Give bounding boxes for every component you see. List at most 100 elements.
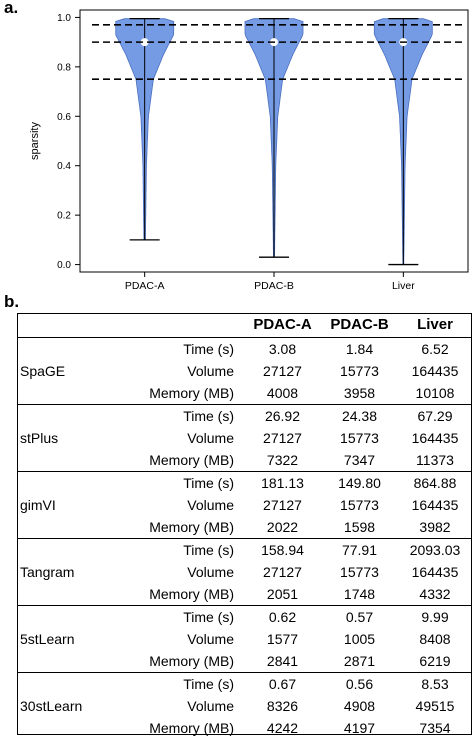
method-name [17, 449, 106, 472]
y-tick-label: 0.8 [57, 62, 71, 73]
value-cell: 181.13 [244, 472, 321, 495]
value-cell: 6.52 [398, 338, 472, 361]
value-cell: 1577 [244, 628, 321, 650]
metric-label: Time (s) [106, 472, 244, 495]
metric-label: Time (s) [106, 673, 244, 696]
method-name: Tangram [17, 561, 106, 583]
metric-label: Volume [106, 494, 244, 516]
metric-label: Time (s) [106, 539, 244, 562]
header-method [17, 313, 106, 338]
header-liver: Liver [398, 313, 472, 338]
metric-label: Time (s) [106, 405, 244, 428]
x-tick-label: Liver [392, 280, 415, 292]
value-cell: 15773 [321, 427, 398, 449]
y-tick-label: 1.0 [57, 13, 71, 24]
value-cell: 2871 [321, 650, 398, 673]
value-cell: 4908 [321, 695, 398, 717]
header-pdac-b: PDAC-B [321, 313, 398, 338]
value-cell: 1748 [321, 583, 398, 606]
metric-label: Volume [106, 561, 244, 583]
value-cell: 15773 [321, 561, 398, 583]
value-cell: 149.80 [321, 472, 398, 495]
value-cell: 164435 [398, 561, 472, 583]
header-metric [106, 313, 244, 338]
metric-label: Volume [106, 695, 244, 717]
value-cell: 10108 [398, 382, 472, 405]
value-cell: 164435 [398, 360, 472, 382]
value-cell: 27127 [244, 360, 321, 382]
metric-label: Memory (MB) [106, 516, 244, 539]
y-axis-label: sparsity [29, 122, 41, 160]
value-cell: 77.91 [321, 539, 398, 562]
value-cell: 7347 [321, 449, 398, 472]
value-cell: 2841 [244, 650, 321, 673]
value-cell: 158.94 [244, 539, 321, 562]
metric-label: Time (s) [106, 606, 244, 629]
method-name: SpaGE [17, 360, 106, 382]
value-cell: 3982 [398, 516, 472, 539]
value-cell: 67.29 [398, 405, 472, 428]
method-name [17, 606, 106, 629]
header-pdac-a: PDAC-A [244, 313, 321, 338]
panel-b-label: b. [4, 292, 19, 312]
metric-label: Volume [106, 628, 244, 650]
value-cell: 0.62 [244, 606, 321, 629]
value-cell: 26.92 [244, 405, 321, 428]
value-cell: 15773 [321, 494, 398, 516]
value-cell: 4008 [244, 382, 321, 405]
value-cell: 0.56 [321, 673, 398, 696]
metric-label: Memory (MB) [106, 650, 244, 673]
value-cell: 2051 [244, 583, 321, 606]
metric-label: Time (s) [106, 338, 244, 361]
method-name [17, 539, 106, 562]
value-cell: 24.38 [321, 405, 398, 428]
value-cell: 8.53 [398, 673, 472, 696]
method-name [17, 472, 106, 495]
value-cell: 0.57 [321, 606, 398, 629]
method-name [17, 516, 106, 539]
value-cell: 27127 [244, 561, 321, 583]
y-tick-label: 0.0 [57, 260, 71, 271]
value-cell: 3.08 [244, 338, 321, 361]
value-cell: 8326 [244, 695, 321, 717]
value-cell: 9.99 [398, 606, 472, 629]
value-cell: 1.84 [321, 338, 398, 361]
method-name [17, 382, 106, 405]
value-cell: 15773 [321, 360, 398, 382]
method-name [17, 650, 106, 673]
metric-label: Volume [106, 427, 244, 449]
value-cell: 7322 [244, 449, 321, 472]
y-tick-label: 0.2 [57, 211, 71, 222]
method-name [17, 338, 106, 361]
table-header-row: PDAC-A PDAC-B Liver [17, 313, 472, 338]
metric-label: Memory (MB) [106, 583, 244, 606]
y-tick-label: 0.6 [57, 112, 71, 123]
metric-label: Volume [106, 360, 244, 382]
value-cell: 1005 [321, 628, 398, 650]
value-cell: 0.67 [244, 673, 321, 696]
metric-label: Memory (MB) [106, 382, 244, 405]
value-cell: 1598 [321, 516, 398, 539]
value-cell: 2022 [244, 516, 321, 539]
